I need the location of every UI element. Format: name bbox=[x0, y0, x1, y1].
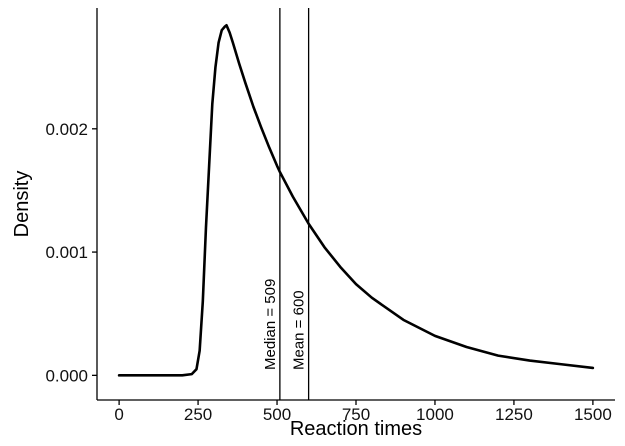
reference-line-label: Median = 509 bbox=[262, 279, 279, 370]
x-tick-label: 1500 bbox=[574, 405, 612, 424]
x-tick-label: 500 bbox=[263, 405, 291, 424]
x-tick-label: 750 bbox=[342, 405, 370, 424]
y-ticks: 0.000 0.001 0.002 bbox=[45, 120, 97, 385]
reference-lines: Median = 509 Mean = 600 bbox=[262, 8, 310, 400]
y-tick-label: 0.001 bbox=[45, 243, 88, 262]
x-tick-label: 1250 bbox=[495, 405, 533, 424]
x-axis-title: Reaction times bbox=[290, 418, 422, 440]
reference-line-label: Mean = 600 bbox=[291, 290, 308, 370]
y-tick-label: 0.002 bbox=[45, 120, 88, 139]
density-curve bbox=[117, 23, 595, 377]
y-axis-title: Density bbox=[11, 171, 33, 238]
x-tick-label: 0 bbox=[114, 405, 123, 424]
y-tick-label: 0.000 bbox=[45, 366, 88, 385]
x-tick-label: 250 bbox=[184, 405, 212, 424]
axes bbox=[96, 8, 615, 401]
x-tick-label: 1000 bbox=[416, 405, 454, 424]
x-ticks: 0 250 500 750 1000 1250 1500 bbox=[114, 400, 612, 424]
